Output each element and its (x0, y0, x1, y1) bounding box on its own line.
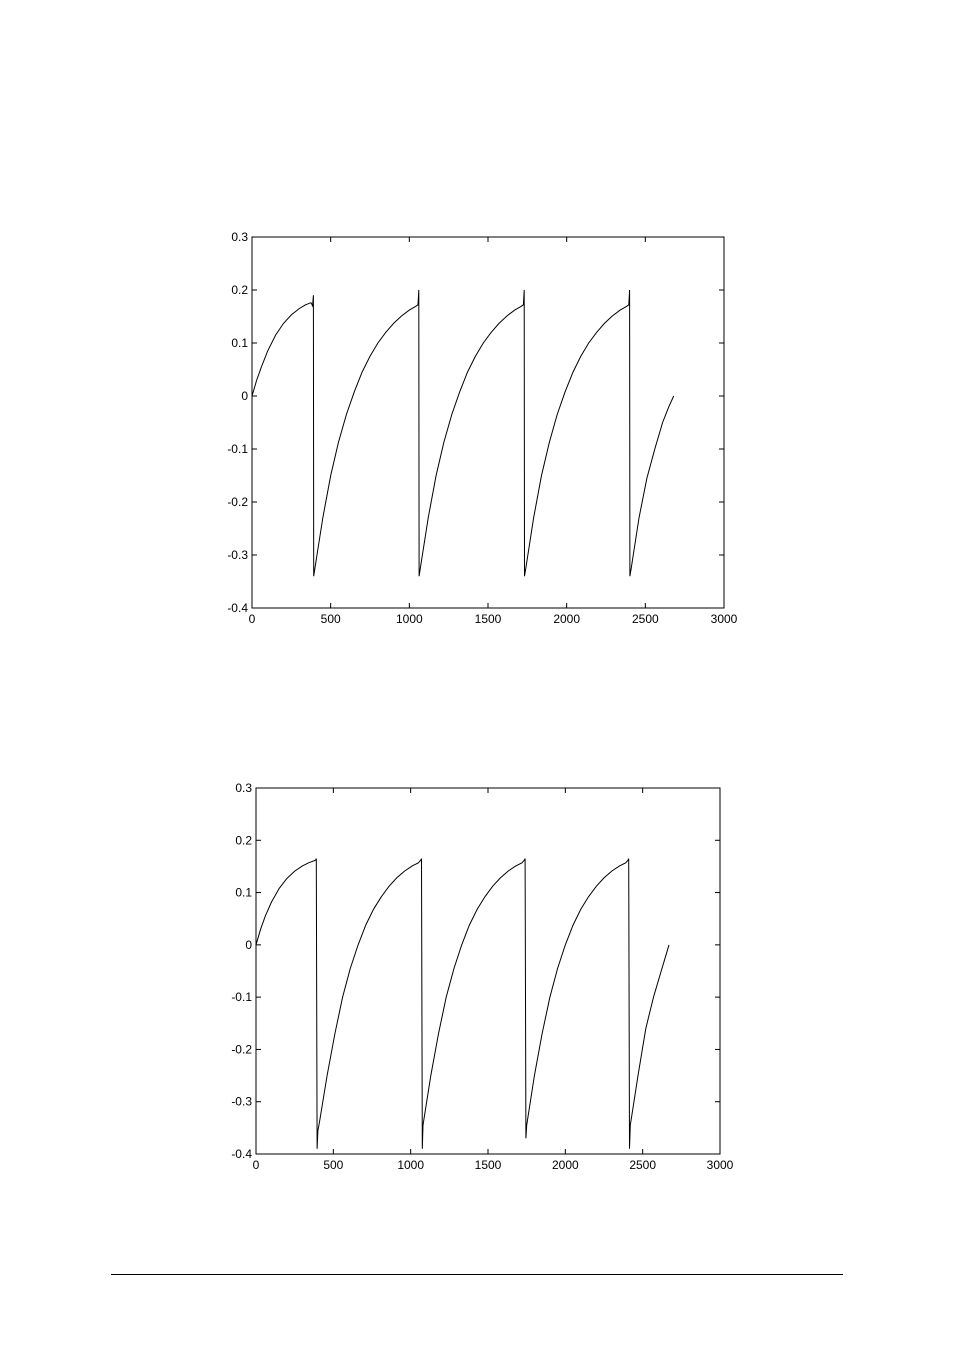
x-tick-label: 0 (249, 612, 256, 626)
x-tick-label: 1500 (475, 612, 502, 626)
y-tick-label: 0.3 (231, 230, 248, 244)
footer-rule (111, 1274, 843, 1275)
y-tick-label: -0.3 (231, 1095, 252, 1109)
y-tick-label: -0.1 (231, 990, 252, 1004)
x-tick-label: 1000 (396, 612, 423, 626)
x-tick-label: 2500 (629, 1158, 656, 1172)
y-tick-label: 0.2 (231, 283, 248, 297)
chart-top: 0 500 1000 1500 2000 2500 3000 0.3 0.2 0.1 0 -0.1 -… (227, 230, 738, 626)
y-tick-label: 0.3 (235, 781, 252, 795)
y-ticks (252, 236, 724, 609)
x-tick-label: 0 (253, 1158, 260, 1172)
x-tick-label: 2000 (552, 1158, 579, 1172)
y-tick-label: -0.2 (231, 1042, 252, 1056)
x-tick-labels: 0 500 1000 1500 2000 2500 3000 (253, 1158, 734, 1172)
y-tick-labels: 0.3 0.2 0.1 0 -0.1 -0.2 -0.3 -0.4 (227, 230, 248, 615)
y-tick-label: 0.2 (235, 833, 252, 847)
y-tick-label: -0.3 (227, 548, 248, 562)
y-tick-label: 0.1 (235, 886, 252, 900)
x-tick-label: 3000 (711, 612, 738, 626)
y-tick-label: 0 (245, 938, 252, 952)
x-tick-labels: 0 500 1000 1500 2000 2500 3000 (249, 612, 738, 626)
plot-area (255, 787, 721, 1155)
y-tick-label: -0.2 (227, 495, 248, 509)
x-tick-label: 500 (321, 612, 341, 626)
x-tick-label: 1500 (475, 1158, 502, 1172)
series-line (255, 858, 670, 1149)
y-tick-label: -0.4 (231, 1147, 252, 1161)
x-tick-label: 1000 (397, 1158, 424, 1172)
x-ticks (251, 237, 725, 608)
series-line (251, 289, 675, 577)
y-tick-label: 0 (241, 389, 248, 403)
chart-bottom: 0 500 1000 1500 2000 2500 3000 0.3 0.2 0.1 0 -0.1 -… (231, 781, 734, 1172)
x-tick-label: 500 (323, 1158, 343, 1172)
plot-area (251, 236, 725, 609)
y-tick-label: -0.4 (227, 601, 248, 615)
x-tick-label: 2000 (553, 612, 580, 626)
x-ticks (255, 788, 721, 1154)
y-ticks (256, 787, 720, 1155)
y-tick-label: 0.1 (231, 336, 248, 350)
y-tick-label: -0.1 (227, 442, 248, 456)
x-tick-label: 2500 (632, 612, 659, 626)
x-tick-label: 3000 (707, 1158, 734, 1172)
y-tick-labels: 0.3 0.2 0.1 0 -0.1 -0.2 -0.3 -0.4 (231, 781, 252, 1161)
